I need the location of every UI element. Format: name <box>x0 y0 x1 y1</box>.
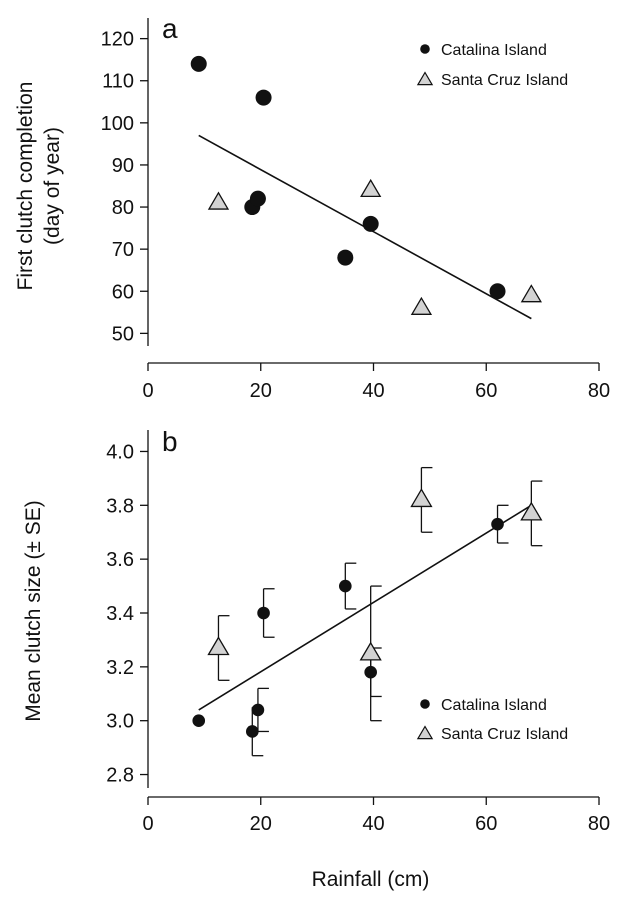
data-point-catalina <box>491 517 504 531</box>
data-point-catalina <box>489 283 506 300</box>
y-tick-label: 100 <box>101 113 134 135</box>
legend: Catalina Island Santa Cruz Island <box>416 697 568 743</box>
y-tick-label: 80 <box>112 197 134 219</box>
x-axis-title: Rainfall (cm) <box>312 868 430 891</box>
data-point-santa-cruz <box>207 191 230 210</box>
data-point-catalina <box>245 725 259 738</box>
y-tick-label: 120 <box>101 29 134 51</box>
x-tick-label: 0 <box>142 380 153 402</box>
y-axis-title-line: Mean clutch size (± SE) <box>22 500 45 722</box>
x-tick-label: 60 <box>475 380 497 402</box>
data-point-catalina <box>192 714 206 727</box>
panel-label: b <box>162 426 178 457</box>
y-tick-label: 4.0 <box>106 441 134 463</box>
data-point-catalina <box>337 249 354 266</box>
data-point-catalina <box>362 215 379 232</box>
y-tick-label: 70 <box>112 239 134 261</box>
panel-label: a <box>162 13 178 44</box>
data-point-santa-cruz <box>359 641 382 661</box>
data-point-santa-cruz <box>207 636 230 656</box>
y-tick-label: 60 <box>112 281 134 303</box>
panel-b: 2.8 3.0 3.2 3.4 3.6 3.8 4.0 0 20 40 60 80 Mean clutc… <box>22 426 610 891</box>
panel-a: 50 60 70 80 90 100 110 120 0 20 40 60 80 First clutch… <box>14 13 610 402</box>
y-tick-label: 3.4 <box>106 603 134 625</box>
x-tick-label: 0 <box>142 813 153 835</box>
y-tick-label: 3.8 <box>106 495 134 517</box>
legend-marker-catalina <box>420 699 430 709</box>
legend-label: Santa Cruz Island <box>441 726 568 743</box>
x-tick-label: 80 <box>588 813 610 835</box>
x-tick-label: 40 <box>362 380 384 402</box>
y-tick-label: 3.2 <box>106 657 134 679</box>
x-tick-label: 60 <box>475 813 497 835</box>
data-point-catalina <box>339 579 352 593</box>
y-tick-label: 3.0 <box>106 711 134 733</box>
data-point-catalina <box>255 89 272 106</box>
y-axis-title: First clutch completion (day of year) <box>14 82 64 291</box>
x-tick-label: 40 <box>362 813 384 835</box>
y-tick-label: 50 <box>112 323 134 345</box>
y-axis-title: Mean clutch size (± SE) <box>22 500 45 722</box>
data-point-santa-cruz <box>520 284 542 303</box>
y-tick-label: 3.6 <box>106 549 134 571</box>
data-point-catalina <box>257 606 270 620</box>
data-point-catalina <box>251 703 265 717</box>
data-point-santa-cruz <box>410 296 433 315</box>
x-tick-label: 20 <box>250 380 272 402</box>
legend-marker-catalina <box>420 44 430 54</box>
y-tick-label: 110 <box>102 71 134 93</box>
y-axis-title-line: First clutch completion <box>14 82 37 291</box>
legend-marker-santa-cruz <box>416 71 434 86</box>
data-point-santa-cruz <box>360 178 382 198</box>
y-axis-title-line: (day of year) <box>41 127 64 245</box>
data-point-catalina <box>190 55 207 72</box>
x-tick-label: 20 <box>250 813 272 835</box>
legend-label: Catalina Island <box>441 697 547 714</box>
legend: Catalina Island Santa Cruz Island <box>416 42 568 89</box>
y-tick-label: 2.8 <box>106 765 134 787</box>
data-point-catalina <box>364 665 377 679</box>
legend-label: Catalina Island <box>441 42 547 59</box>
x-tick-label: 80 <box>588 380 610 402</box>
legend-marker-santa-cruz <box>416 725 434 740</box>
y-tick-label: 90 <box>112 155 134 177</box>
data-point-catalina <box>249 190 266 207</box>
data-point-santa-cruz <box>410 488 433 508</box>
legend-label: Santa Cruz Island <box>441 72 568 89</box>
regression-line <box>198 504 532 711</box>
data-point-santa-cruz <box>520 501 543 521</box>
